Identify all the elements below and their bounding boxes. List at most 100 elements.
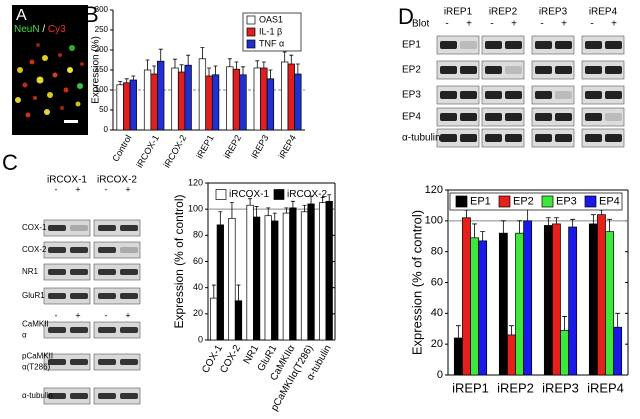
blot-group-label: iREP4 (589, 7, 618, 18)
bar (552, 223, 561, 376)
panel-label: B (84, 2, 99, 27)
spot (36, 43, 40, 47)
blot-band (605, 91, 622, 99)
error-bar (272, 212, 277, 221)
blot-row-label: α (22, 331, 27, 340)
blot-band (120, 225, 138, 231)
error-bar (615, 312, 621, 328)
legend-label: IL-1 β (259, 26, 282, 36)
legend-label: EP3 (556, 195, 577, 207)
spot (15, 97, 21, 103)
blot-strip (531, 128, 575, 148)
y-tick-label: 60 (193, 256, 203, 266)
blot-strip (93, 241, 141, 259)
error-bar (255, 60, 260, 68)
error-bar (173, 58, 177, 68)
error-bar (562, 316, 567, 331)
stain-label: NeuN (14, 24, 40, 35)
blot-band (505, 66, 522, 74)
bar (253, 67, 261, 131)
blot-band (585, 66, 602, 74)
bar (264, 215, 272, 341)
bar (205, 75, 213, 131)
x-tick-label: iREP3 (249, 133, 270, 160)
blot-band (48, 269, 66, 275)
bar (294, 73, 302, 131)
error-bar (464, 209, 469, 218)
bar (287, 63, 295, 131)
blot-strip (93, 321, 141, 339)
blot-band (48, 293, 66, 299)
blot-band (440, 134, 457, 142)
bar (282, 212, 290, 341)
error-bar (480, 231, 486, 241)
blot-strip (581, 128, 625, 148)
blot-band (485, 66, 502, 74)
blot-band (555, 41, 572, 49)
blot-band (535, 41, 552, 49)
error-bar (152, 65, 157, 74)
y-tick-label: 120 (425, 184, 443, 196)
y-tick-label: 120 (188, 177, 203, 187)
blot-strip (93, 287, 141, 305)
blot-band (460, 41, 477, 49)
blot-band (460, 91, 477, 99)
error-bar (509, 325, 514, 335)
blot-band (48, 247, 66, 253)
micrograph (12, 5, 88, 135)
y-tick-label: 250 (95, 25, 109, 34)
blot-band (440, 66, 457, 74)
error-bar (295, 63, 300, 74)
blot-row-label: α-tubulin (402, 133, 441, 144)
blot-strip (436, 60, 480, 80)
spot (69, 45, 75, 51)
blot-strip (481, 85, 525, 105)
error-bar (282, 51, 287, 62)
blot-band (485, 134, 502, 142)
cell-spots (15, 43, 84, 118)
error-bar (261, 61, 266, 68)
spot (67, 67, 73, 73)
blot-band (460, 134, 477, 142)
blot-sign: + (466, 19, 472, 30)
blot-band (485, 41, 502, 49)
blot-band (98, 393, 116, 399)
bar (523, 220, 533, 376)
y-tick-label: 60 (431, 276, 443, 288)
y-tick-label: 0 (104, 125, 109, 134)
spot (80, 62, 84, 66)
bar (462, 217, 471, 376)
bar (226, 66, 234, 131)
x-tick-label: iREP2 (497, 380, 534, 395)
blot-band (48, 225, 66, 231)
legend-box (449, 192, 623, 211)
spot (47, 92, 53, 98)
blot-strip (93, 263, 141, 281)
stain-labels: NeuN / Cy3 (14, 24, 66, 35)
bar (234, 300, 243, 341)
legend-label: EP4 (599, 195, 620, 207)
blot-group-label: iRCOX-1 (47, 175, 87, 186)
blot-row-label: GluR1 (22, 291, 45, 300)
y-tick-label: 40 (431, 307, 443, 319)
blot-sign: - (55, 310, 58, 320)
error-bar (234, 61, 239, 70)
spot (29, 59, 35, 65)
blot-row-label: CaMKII (22, 320, 49, 329)
x-tick-label: iREP1 (194, 133, 215, 160)
legend-label: EP1 (470, 195, 491, 207)
y-tick-label: 300 (95, 5, 109, 14)
error-bar (158, 48, 163, 62)
bar (271, 220, 279, 341)
blot-band (48, 359, 66, 365)
error-bar (455, 325, 461, 338)
error-bar (124, 78, 129, 83)
blot-band (120, 247, 138, 253)
bar (177, 71, 186, 131)
bar (198, 58, 207, 131)
blot-sign: + (561, 19, 567, 30)
error-bar (118, 81, 123, 85)
blot-band (555, 134, 572, 142)
legend-swatch (246, 15, 256, 25)
bar (157, 60, 165, 131)
